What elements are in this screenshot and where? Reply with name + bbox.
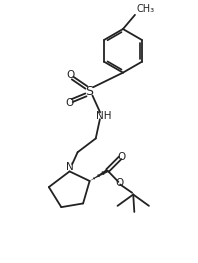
Text: O: O bbox=[66, 70, 74, 80]
Text: O: O bbox=[115, 178, 123, 188]
Polygon shape bbox=[90, 169, 108, 181]
Text: O: O bbox=[118, 152, 126, 162]
Text: N: N bbox=[66, 163, 73, 173]
Text: NH: NH bbox=[96, 111, 111, 121]
Text: O: O bbox=[65, 98, 73, 108]
Text: CH₃: CH₃ bbox=[136, 4, 154, 14]
Text: S: S bbox=[85, 85, 93, 98]
